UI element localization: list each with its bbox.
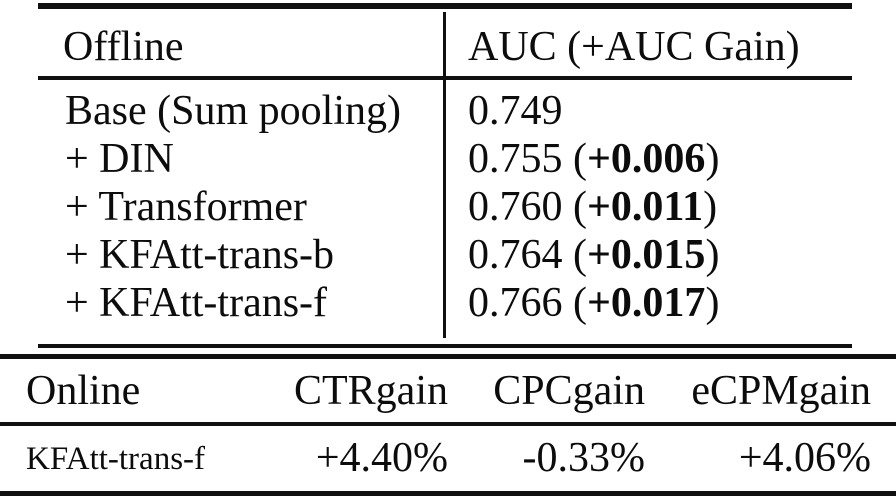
auc-value: 0.755 (+0.006) [468, 136, 720, 182]
table-row: + KFAtt-trans-f 0.766 (+0.017) [0, 279, 896, 327]
ctr-gain-value: +4.40% [315, 435, 448, 481]
auc-gain-bold: +0.017 [587, 280, 706, 326]
offline-table-header-auc-gain: AUC (+AUC Gain) [468, 24, 800, 70]
online-table-header-ctrgain: CTRgain [294, 368, 448, 414]
online-table-header-cpcgain: CPCgain [493, 368, 645, 414]
model-name: Base (Sum pooling) [65, 88, 401, 134]
offline-table-bottom-rule [38, 344, 852, 348]
model-name: + Transformer [65, 184, 307, 230]
offline-table-body: Base (Sum pooling) 0.749 + DIN 0.755 (+0… [0, 87, 896, 327]
offline-table-header-offline: Offline [63, 24, 184, 70]
online-table-header-ecpmgain: eCPMgain [691, 368, 871, 414]
auc-value: 0.760 (+0.011) [468, 184, 718, 230]
model-name: + KFAtt-trans-f [65, 280, 328, 326]
auc-gain-bold: +0.015 [587, 232, 706, 278]
online-table-header-online: Online [26, 368, 141, 414]
auc-value: 0.749 [468, 88, 563, 134]
online-table-top-rule [0, 354, 896, 359]
table-row: + KFAtt-trans-b 0.764 (+0.015) [0, 231, 896, 279]
offline-table-header-rule [38, 76, 852, 80]
online-row-model-name: KFAtt-trans-f [26, 441, 206, 477]
table-row: Base (Sum pooling) 0.749 [0, 87, 896, 135]
offline-table-column-divider [443, 12, 446, 338]
auc-gain-bold: +0.006 [587, 136, 706, 182]
offline-table-top-rule [38, 3, 852, 9]
table-row: + DIN 0.755 (+0.006) [0, 135, 896, 183]
online-table-header-rule [0, 422, 896, 426]
auc-value: 0.764 (+0.015) [468, 232, 720, 278]
auc-value: 0.766 (+0.017) [468, 280, 720, 326]
online-table-bottom-rule [0, 491, 896, 496]
auc-gain-bold: +0.011 [587, 184, 704, 230]
ecpm-gain-value: +4.06% [738, 435, 871, 481]
cpc-gain-value: -0.33% [522, 435, 645, 481]
table-row: + Transformer 0.760 (+0.011) [0, 183, 896, 231]
model-name: + KFAtt-trans-b [65, 232, 335, 278]
model-name: + DIN [65, 136, 174, 182]
